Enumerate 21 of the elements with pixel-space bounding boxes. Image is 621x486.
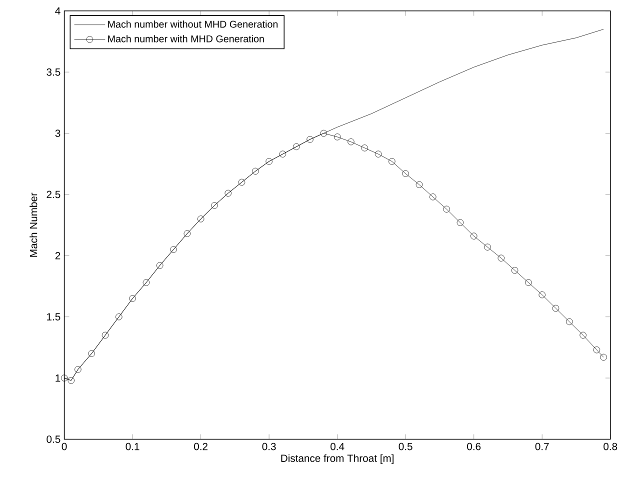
- x-tick-label: 0.3: [262, 443, 276, 450]
- y-tick-label: 1.5: [47, 313, 60, 321]
- y-tick-label: 4: [55, 7, 60, 15]
- y-tick-label: 3.5: [46, 68, 60, 76]
- legend-label: Mach number with MHD Generation: [108, 35, 264, 42]
- x-tick-label: 0.1: [126, 443, 140, 450]
- y-tick-label: 2: [55, 252, 60, 260]
- x-axis-title: Distance from Throat [m]: [281, 454, 394, 464]
- x-tick-label: 0.5: [398, 443, 412, 450]
- x-tick-label: 0.8: [604, 443, 618, 450]
- y-tick-label: 3: [55, 130, 60, 138]
- x-tick-label: 0.4: [330, 443, 344, 450]
- y-tick-label: 0.5: [46, 436, 60, 444]
- y-tick-label: 2.5: [46, 190, 60, 198]
- x-tick-label: 0.2: [194, 443, 208, 450]
- y-tick-label: 1: [56, 374, 60, 382]
- y-axis-title: Mach Number: [30, 192, 38, 257]
- x-tick-label: 0.7: [535, 443, 549, 450]
- legend-label: Mach number without MHD Generation: [108, 20, 278, 28]
- x-tick-label: 0.6: [467, 443, 481, 450]
- x-tick-label: 0: [62, 443, 67, 450]
